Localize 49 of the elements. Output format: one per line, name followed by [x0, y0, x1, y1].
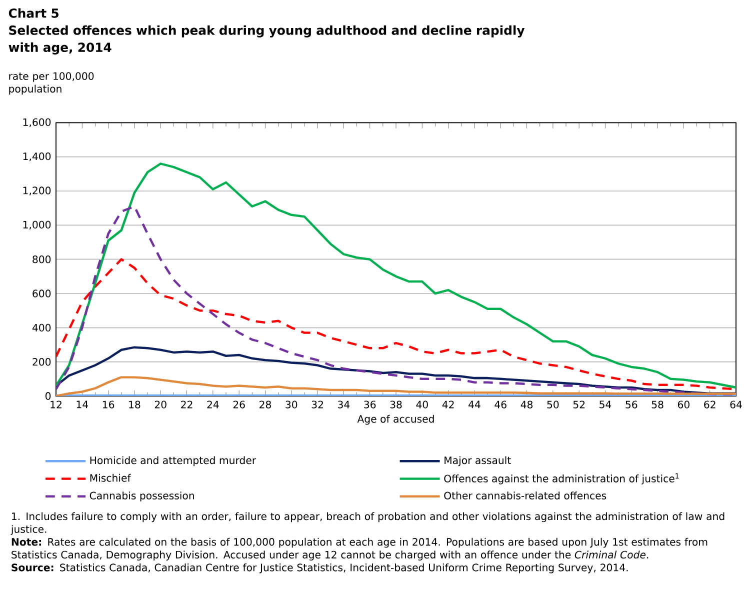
x-axis-title: Age of accused	[357, 414, 434, 425]
x-tick-label: 24	[207, 400, 219, 408]
legend-label: Mischief	[90, 474, 131, 482]
y-tick-label: 400	[32, 324, 51, 332]
y-tick-label: 200	[32, 358, 51, 366]
legend-label: Other cannabis-related offences	[444, 492, 606, 500]
legend-label: Major assault	[444, 456, 511, 466]
x-tick-label: 26	[233, 400, 245, 408]
x-tick-label: 42	[442, 400, 454, 408]
x-tick-label: 28	[260, 400, 271, 408]
x-tick-label: 12	[50, 400, 62, 408]
x-tick-label: 40	[416, 400, 428, 408]
y-tick-label: 600	[32, 290, 51, 298]
legend-label: Cannabis possession	[90, 492, 194, 502]
x-tick-label: 32	[312, 400, 323, 408]
text: 1. Includes failure to comply with an order, failure to appear, breach of probation and other violations against the administration of law and justice.	[10, 512, 724, 535]
x-tick-label: 38	[390, 400, 402, 408]
x-tick-label: 22	[181, 400, 192, 408]
x-tick-label: 20	[154, 400, 166, 408]
legend-label: Homicide and attempted murder	[90, 456, 256, 466]
x-tick-label: 48	[520, 400, 533, 408]
y-axis-title: rate per 100,000 population	[9, 72, 94, 95]
x-tick-label: 54	[600, 400, 612, 408]
text: Note: Rates are calculated on the basis of 100,000 population at each age in 2014. Populations are based upon July 1st estimates from Statistics Canada, Demography Division. Accused under age 12 cannot be charged with an offence under the Criminal Code.	[12, 538, 708, 560]
x-tick-label: 18	[129, 400, 140, 408]
x-tick-label: 52	[573, 400, 585, 408]
chart-title: Chart 5	[8, 8, 58, 18]
x-tick-label: 34	[338, 400, 350, 408]
x-tick-label: 46	[494, 400, 506, 408]
x-tick-label: 58	[652, 400, 664, 408]
x-tick-label: 62	[704, 400, 716, 408]
y-tick-label: 1,400	[23, 152, 51, 162]
y-tick-label: 1,000	[23, 220, 51, 230]
y-tick-label: 1,200	[23, 186, 51, 196]
chart-subtitle: Selected offences which peak during young adulthood and decline rapidly with age, 2014	[8, 25, 525, 54]
x-tick-label: 44	[468, 400, 480, 408]
x-tick-label: 14	[76, 400, 88, 408]
x-tick-label: 50	[547, 400, 559, 408]
x-tick-label: 16	[102, 400, 114, 408]
text: Source: Statistics Canada, Canadian Centre for Justice Statistics, Incident-based Uniform Crime Reporting Survey, 2014.	[12, 563, 628, 574]
y-tick-label: 1,600	[23, 118, 51, 128]
x-tick-label: 64	[730, 400, 742, 408]
x-tick-label: 30	[286, 400, 298, 408]
x-tick-label: 36	[364, 400, 376, 408]
y-tick-label: 0	[46, 392, 51, 400]
y-tick-label: 800	[32, 256, 51, 264]
legend-label: Offences against the administration of justice$^{1}$	[444, 473, 679, 484]
x-tick-label: 56	[626, 400, 638, 408]
x-tick-label: 60	[678, 400, 690, 408]
